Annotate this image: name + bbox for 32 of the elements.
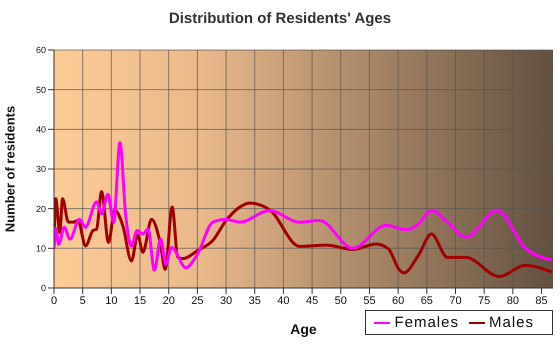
y-axis-title: Number of residents <box>2 106 18 232</box>
x-tick-label: 10 <box>105 294 118 307</box>
x-tick-label: 85 <box>535 294 548 307</box>
y-tick-label: 20 <box>36 204 46 214</box>
y-tick-label: 10 <box>36 244 46 254</box>
legend-label: Females <box>394 314 459 331</box>
x-tick-label: 50 <box>334 294 347 307</box>
legend-label: Males <box>488 314 534 331</box>
x-tick-label: 40 <box>277 294 290 307</box>
x-tick-label: 55 <box>363 294 376 307</box>
y-tick-label: 40 <box>36 124 46 135</box>
chart-title: Distribution of Residents' Ages <box>168 10 392 27</box>
x-tick-label: 20 <box>162 294 175 307</box>
y-tick-label: 0 <box>40 283 46 294</box>
x-tick-label: 15 <box>134 294 146 307</box>
x-tick-label: 25 <box>191 294 204 307</box>
y-tick-label: 60 <box>36 45 46 56</box>
line-series <box>54 141 553 272</box>
x-tick-label: 0 <box>50 294 58 307</box>
line-series <box>54 190 553 278</box>
x-tick-label: 70 <box>449 294 462 307</box>
x-tick-label: 60 <box>392 294 404 307</box>
x-tick-label: 45 <box>306 294 318 307</box>
x-axis-title: Age <box>290 320 317 337</box>
x-tick-label: 35 <box>248 294 261 307</box>
x-tick-label: 75 <box>478 294 490 307</box>
x-tick-label: 80 <box>506 294 519 307</box>
y-tick-label: 30 <box>36 164 46 174</box>
x-tick-label: 5 <box>80 294 86 307</box>
x-tick-label: 65 <box>420 294 433 307</box>
y-tick-label: 50 <box>36 84 46 95</box>
x-tick-label: 30 <box>220 294 232 307</box>
